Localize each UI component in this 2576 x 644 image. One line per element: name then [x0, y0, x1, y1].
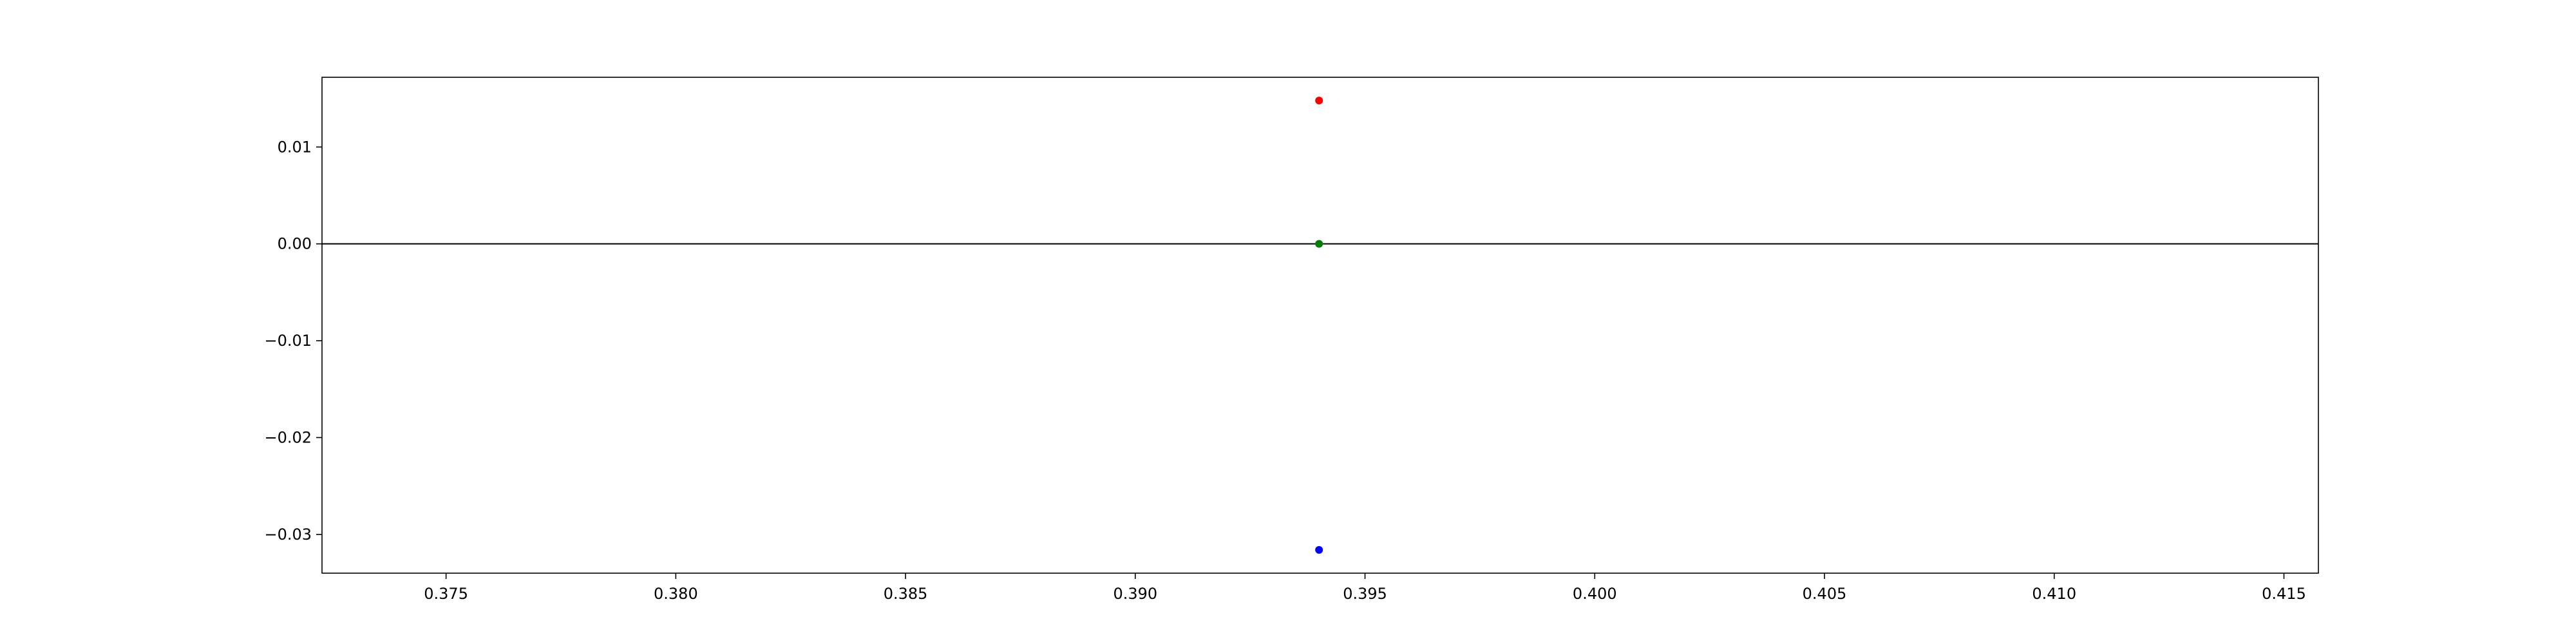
scatter-point	[1315, 240, 1323, 248]
scatter-point	[1315, 97, 1323, 105]
y-tick-label: 0.00	[278, 235, 312, 253]
x-tick-label: 0.410	[2032, 585, 2076, 603]
x-tick-label: 0.400	[1573, 585, 1617, 603]
y-tick-label: −0.02	[264, 428, 312, 446]
x-tick-label: 0.395	[1343, 585, 1387, 603]
y-tick-label: −0.01	[264, 332, 312, 350]
plot-area-frame	[321, 77, 2319, 574]
x-tick-label: 0.415	[2262, 585, 2306, 603]
y-tick-label: 0.01	[278, 138, 312, 156]
scatter-points	[1315, 97, 1323, 554]
x-tick-label: 0.375	[424, 585, 468, 603]
x-axis-ticks: 0.375 0.380 0.385 0.390 0.395 0.400 0.405 0.410…	[424, 573, 2306, 603]
scatter-point	[1315, 545, 1323, 554]
y-axis-ticks: 0.01 0.00 −0.01 −0.02 −0.03	[264, 138, 322, 544]
x-tick-label: 0.405	[1803, 585, 1847, 603]
x-tick-label: 0.385	[884, 585, 928, 603]
y-tick-label: −0.03	[264, 526, 312, 544]
x-tick-label: 0.380	[654, 585, 698, 603]
x-tick-label: 0.390	[1113, 585, 1157, 603]
